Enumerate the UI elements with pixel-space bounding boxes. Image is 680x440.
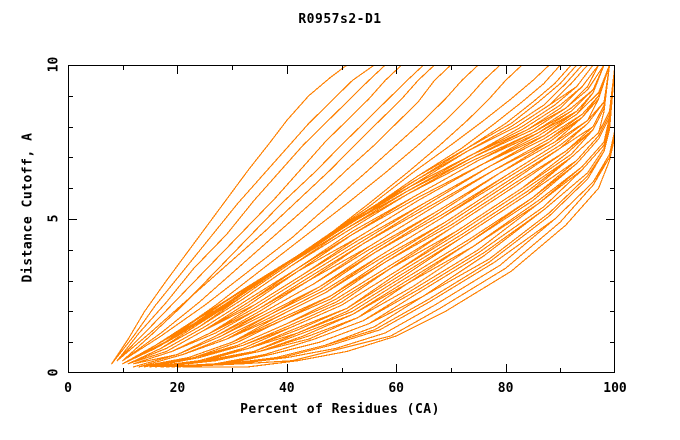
series-line (116, 65, 386, 362)
series-line (149, 65, 611, 368)
series-line (127, 65, 501, 362)
series-line (122, 65, 479, 362)
x-tick-label: 40 (278, 381, 295, 396)
y-tick-label: 5 (46, 214, 62, 223)
series-layer (111, 65, 615, 368)
axis-ticks (68, 65, 615, 373)
series-line (122, 65, 583, 365)
y-axis-label: Distance Cutoff, A (20, 132, 36, 283)
series-line (160, 65, 615, 368)
series-line (127, 65, 523, 362)
plot-area (68, 65, 615, 373)
x-tick-label: 80 (497, 381, 514, 396)
series-line (127, 65, 605, 365)
series-line (116, 65, 436, 362)
series-line (116, 65, 403, 362)
series-line (176, 65, 615, 368)
plot-svg (68, 65, 615, 373)
y-tick-label: 0 (46, 368, 62, 377)
series-line (149, 65, 611, 368)
y-tick-label: 10 (46, 56, 62, 73)
series-line (122, 65, 452, 362)
series-line (171, 65, 615, 368)
x-axis-label: Percent of Residues (CA) (240, 402, 440, 417)
series-line (122, 65, 600, 365)
series-line (133, 65, 611, 368)
x-tick-label: 0 (64, 381, 72, 396)
series-line (111, 65, 375, 365)
series-line (171, 65, 615, 368)
series-line (160, 65, 615, 368)
series-line (122, 65, 572, 365)
series-line (133, 65, 611, 365)
x-tick-label: 100 (603, 381, 627, 396)
series-line (111, 65, 348, 365)
series-line (122, 65, 425, 362)
chart-title: R0957s2-D1 (298, 12, 382, 27)
x-tick-label: 20 (169, 381, 186, 396)
x-tick-label: 60 (388, 381, 405, 396)
series-line (122, 65, 550, 365)
series-line (165, 65, 615, 368)
series-line (127, 65, 605, 365)
